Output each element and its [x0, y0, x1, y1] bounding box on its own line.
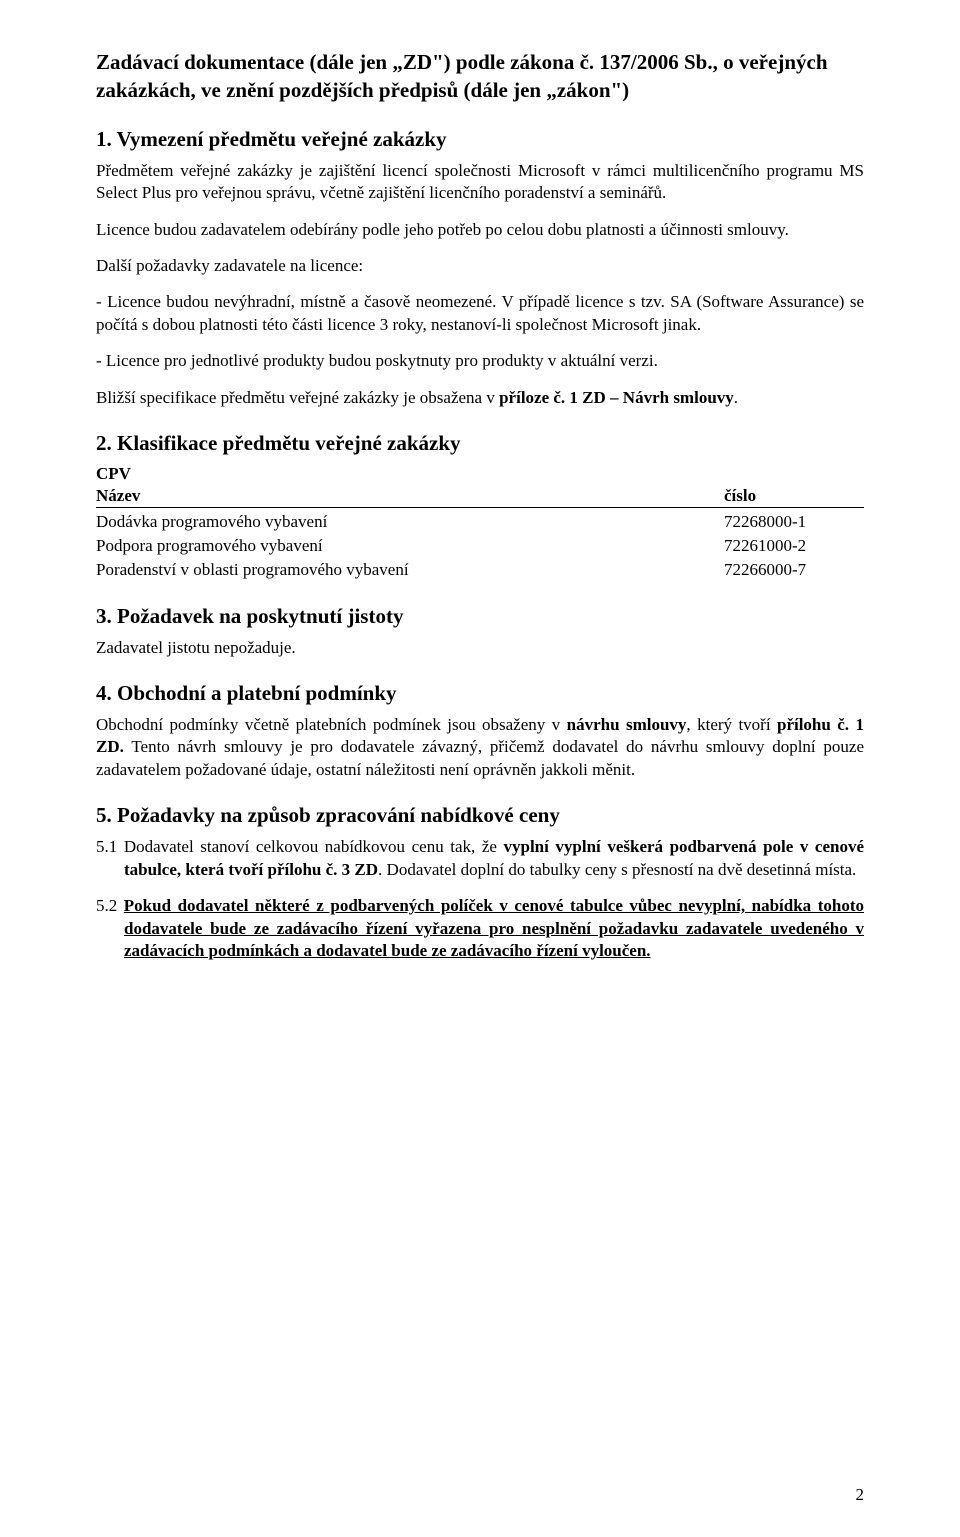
section-1-p1: Předmětem veřejné zakázky je zajištění l… [96, 160, 864, 205]
section-4-p1: Obchodní podmínky včetně platebních podm… [96, 714, 864, 781]
table-row: Poradenství v oblasti programového vybav… [96, 558, 864, 582]
cpv-label: CPV [96, 464, 864, 484]
section-4-heading: 4. Obchodní a platební podmínky [96, 681, 864, 706]
text: , který tvoří [686, 715, 777, 734]
page-number: 2 [856, 1485, 865, 1505]
bold-underline-text: Pokud dodavatel některé z podbarvených p… [124, 896, 864, 960]
cpv-name: Poradenství v oblasti programového vybav… [96, 558, 724, 582]
col-header-name: Název [96, 486, 724, 506]
section-1-p4: - Licence budou nevýhradní, místně a čas… [96, 291, 864, 336]
col-header-code: číslo [724, 486, 864, 506]
item-number: 5.2 [96, 896, 124, 915]
text: . Dodavatel doplní do tabulky ceny s pře… [378, 860, 856, 879]
section-1-heading: 1. Vymezení předmětu veřejné zakázky [96, 127, 864, 152]
text: Tento návrh smlouvy je pro dodavatele zá… [96, 737, 864, 778]
text: Dodavatel stanoví celkovou nabídkovou ce… [124, 837, 504, 856]
cpv-name: Podpora programového vybavení [96, 534, 724, 558]
section-3-heading: 3. Požadavek na poskytnutí jistoty [96, 604, 864, 629]
document-page: Zadávací dokumentace (dále jen „ZD") pod… [0, 0, 960, 1537]
text: Bližší specifikace předmětu veřejné zaká… [96, 388, 499, 407]
cpv-code: 72268000-1 [724, 510, 864, 534]
bold-reference: příloze č. 1 ZD – Návrh smlouvy [499, 388, 734, 407]
table-row: Dodávka programového vybavení 72268000-1 [96, 510, 864, 534]
cpv-table-header: Název číslo [96, 486, 864, 508]
cpv-code: 72261000-2 [724, 534, 864, 558]
section-5-item-2: 5.2 Pokud dodavatel některé z podbarvený… [96, 895, 864, 962]
bold-reference: návrhu smlouvy [567, 715, 687, 734]
section-1-p2: Licence budou zadavatelem odebírány podl… [96, 219, 864, 241]
section-1-p6: Bližší specifikace předmětu veřejné zaká… [96, 387, 864, 409]
cpv-code: 72266000-7 [724, 558, 864, 582]
section-5-item-1: 5.1 Dodavatel stanoví celkovou nabídkovo… [96, 836, 864, 881]
cpv-name: Dodávka programového vybavení [96, 510, 724, 534]
section-3-p1: Zadavatel jistotu nepožaduje. [96, 637, 864, 659]
section-1-p3: Další požadavky zadavatele na licence: [96, 255, 864, 277]
table-row: Podpora programového vybavení 72261000-2 [96, 534, 864, 558]
item-number: 5.1 [96, 837, 124, 856]
section-5-heading: 5. Požadavky na způsob zpracování nabídk… [96, 803, 864, 828]
section-2-heading: 2. Klasifikace předmětu veřejné zakázky [96, 431, 864, 456]
text: . [734, 388, 738, 407]
document-title: Zadávací dokumentace (dále jen „ZD") pod… [96, 48, 864, 105]
section-1-p5: - Licence pro jednotlivé produkty budou … [96, 350, 864, 372]
text: Obchodní podmínky včetně platebních podm… [96, 715, 567, 734]
